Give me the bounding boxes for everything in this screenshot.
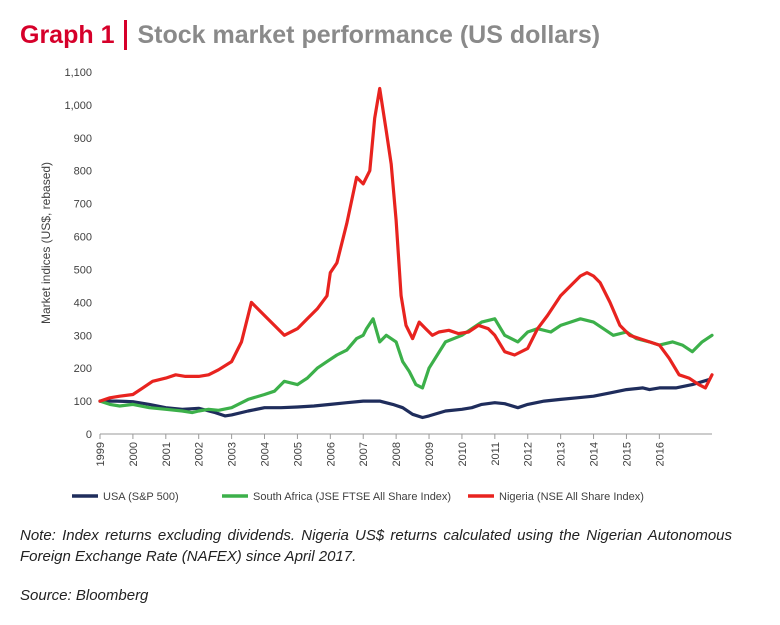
x-tick-label: 2015 xyxy=(621,442,633,466)
y-tick-label: 0 xyxy=(86,429,92,441)
x-tick-label: 2016 xyxy=(654,442,666,466)
x-tick-label: 2001 xyxy=(161,442,173,466)
x-tick-label: 2004 xyxy=(260,442,272,466)
legend: USA (S&P 500) South Africa (JSE FTSE All … xyxy=(72,491,644,503)
y-tick-label: 400 xyxy=(74,297,92,309)
chart-source: Source: Bloomberg xyxy=(20,587,149,604)
y-tick-label: 300 xyxy=(74,330,92,342)
graph-label: Graph 1 xyxy=(20,20,115,49)
y-axis-label-group: Market indices (US$, rebased) xyxy=(39,162,53,324)
y-tick-label: 800 xyxy=(74,166,92,178)
x-tick-label: 2007 xyxy=(358,442,370,466)
series-line-1 xyxy=(98,317,714,415)
y-tick-label: 1,100 xyxy=(64,67,92,79)
series-line-2 xyxy=(98,86,714,403)
y-axis-ticks: 0 100 200 300 400 500 600 700 800 900 1,000 1,100 xyxy=(64,67,92,441)
x-tick-label: 2013 xyxy=(556,442,568,466)
x-tick-label: 2008 xyxy=(391,442,403,466)
x-tick-label: 2005 xyxy=(292,442,304,466)
y-tick-label: 1,000 xyxy=(64,100,92,112)
legend-label: USA (S&P 500) xyxy=(103,491,179,503)
series-line-0 xyxy=(98,378,711,420)
y-tick-label: 500 xyxy=(74,264,92,276)
x-tick-label: 2014 xyxy=(589,442,601,466)
y-tick-label: 100 xyxy=(74,396,92,408)
legend-label: Nigeria (NSE All Share Index) xyxy=(499,491,644,503)
chart-note: Note: Index returns excluding dividends.… xyxy=(20,527,732,565)
y-tick-label: 600 xyxy=(74,232,92,244)
x-tick-label: 2011 xyxy=(490,442,502,466)
chart-title: Stock market performance (US dollars) xyxy=(137,20,601,49)
x-tick-label: 2003 xyxy=(227,442,239,466)
x-tick-label: 2000 xyxy=(128,442,140,466)
line-chart: Market indices (US$, rebased) 0 100 200 300… xyxy=(39,67,714,503)
y-tick-label: 200 xyxy=(74,363,92,375)
x-tick-label: 1999 xyxy=(95,442,107,466)
title-divider xyxy=(124,20,128,50)
legend-label: South Africa (JSE FTSE All Share Index) xyxy=(253,491,451,503)
x-axis-ticks: 1999 2000 2001 2002 2003 2004 2005 2006 2007 2008… xyxy=(95,434,666,466)
x-tick-label: 2009 xyxy=(424,442,436,466)
x-tick-label: 2006 xyxy=(325,442,337,466)
x-tick-label: 2002 xyxy=(194,442,206,466)
x-tick-label: 2010 xyxy=(457,442,469,466)
series-lines xyxy=(98,86,714,420)
title-row: Graph 1 Stock market performance (US dol… xyxy=(20,18,600,52)
y-tick-label: 700 xyxy=(74,199,92,211)
x-tick-label: 2012 xyxy=(523,442,535,466)
y-axis-label: Market indices (US$, rebased) xyxy=(39,162,53,324)
y-tick-label: 900 xyxy=(74,133,92,145)
